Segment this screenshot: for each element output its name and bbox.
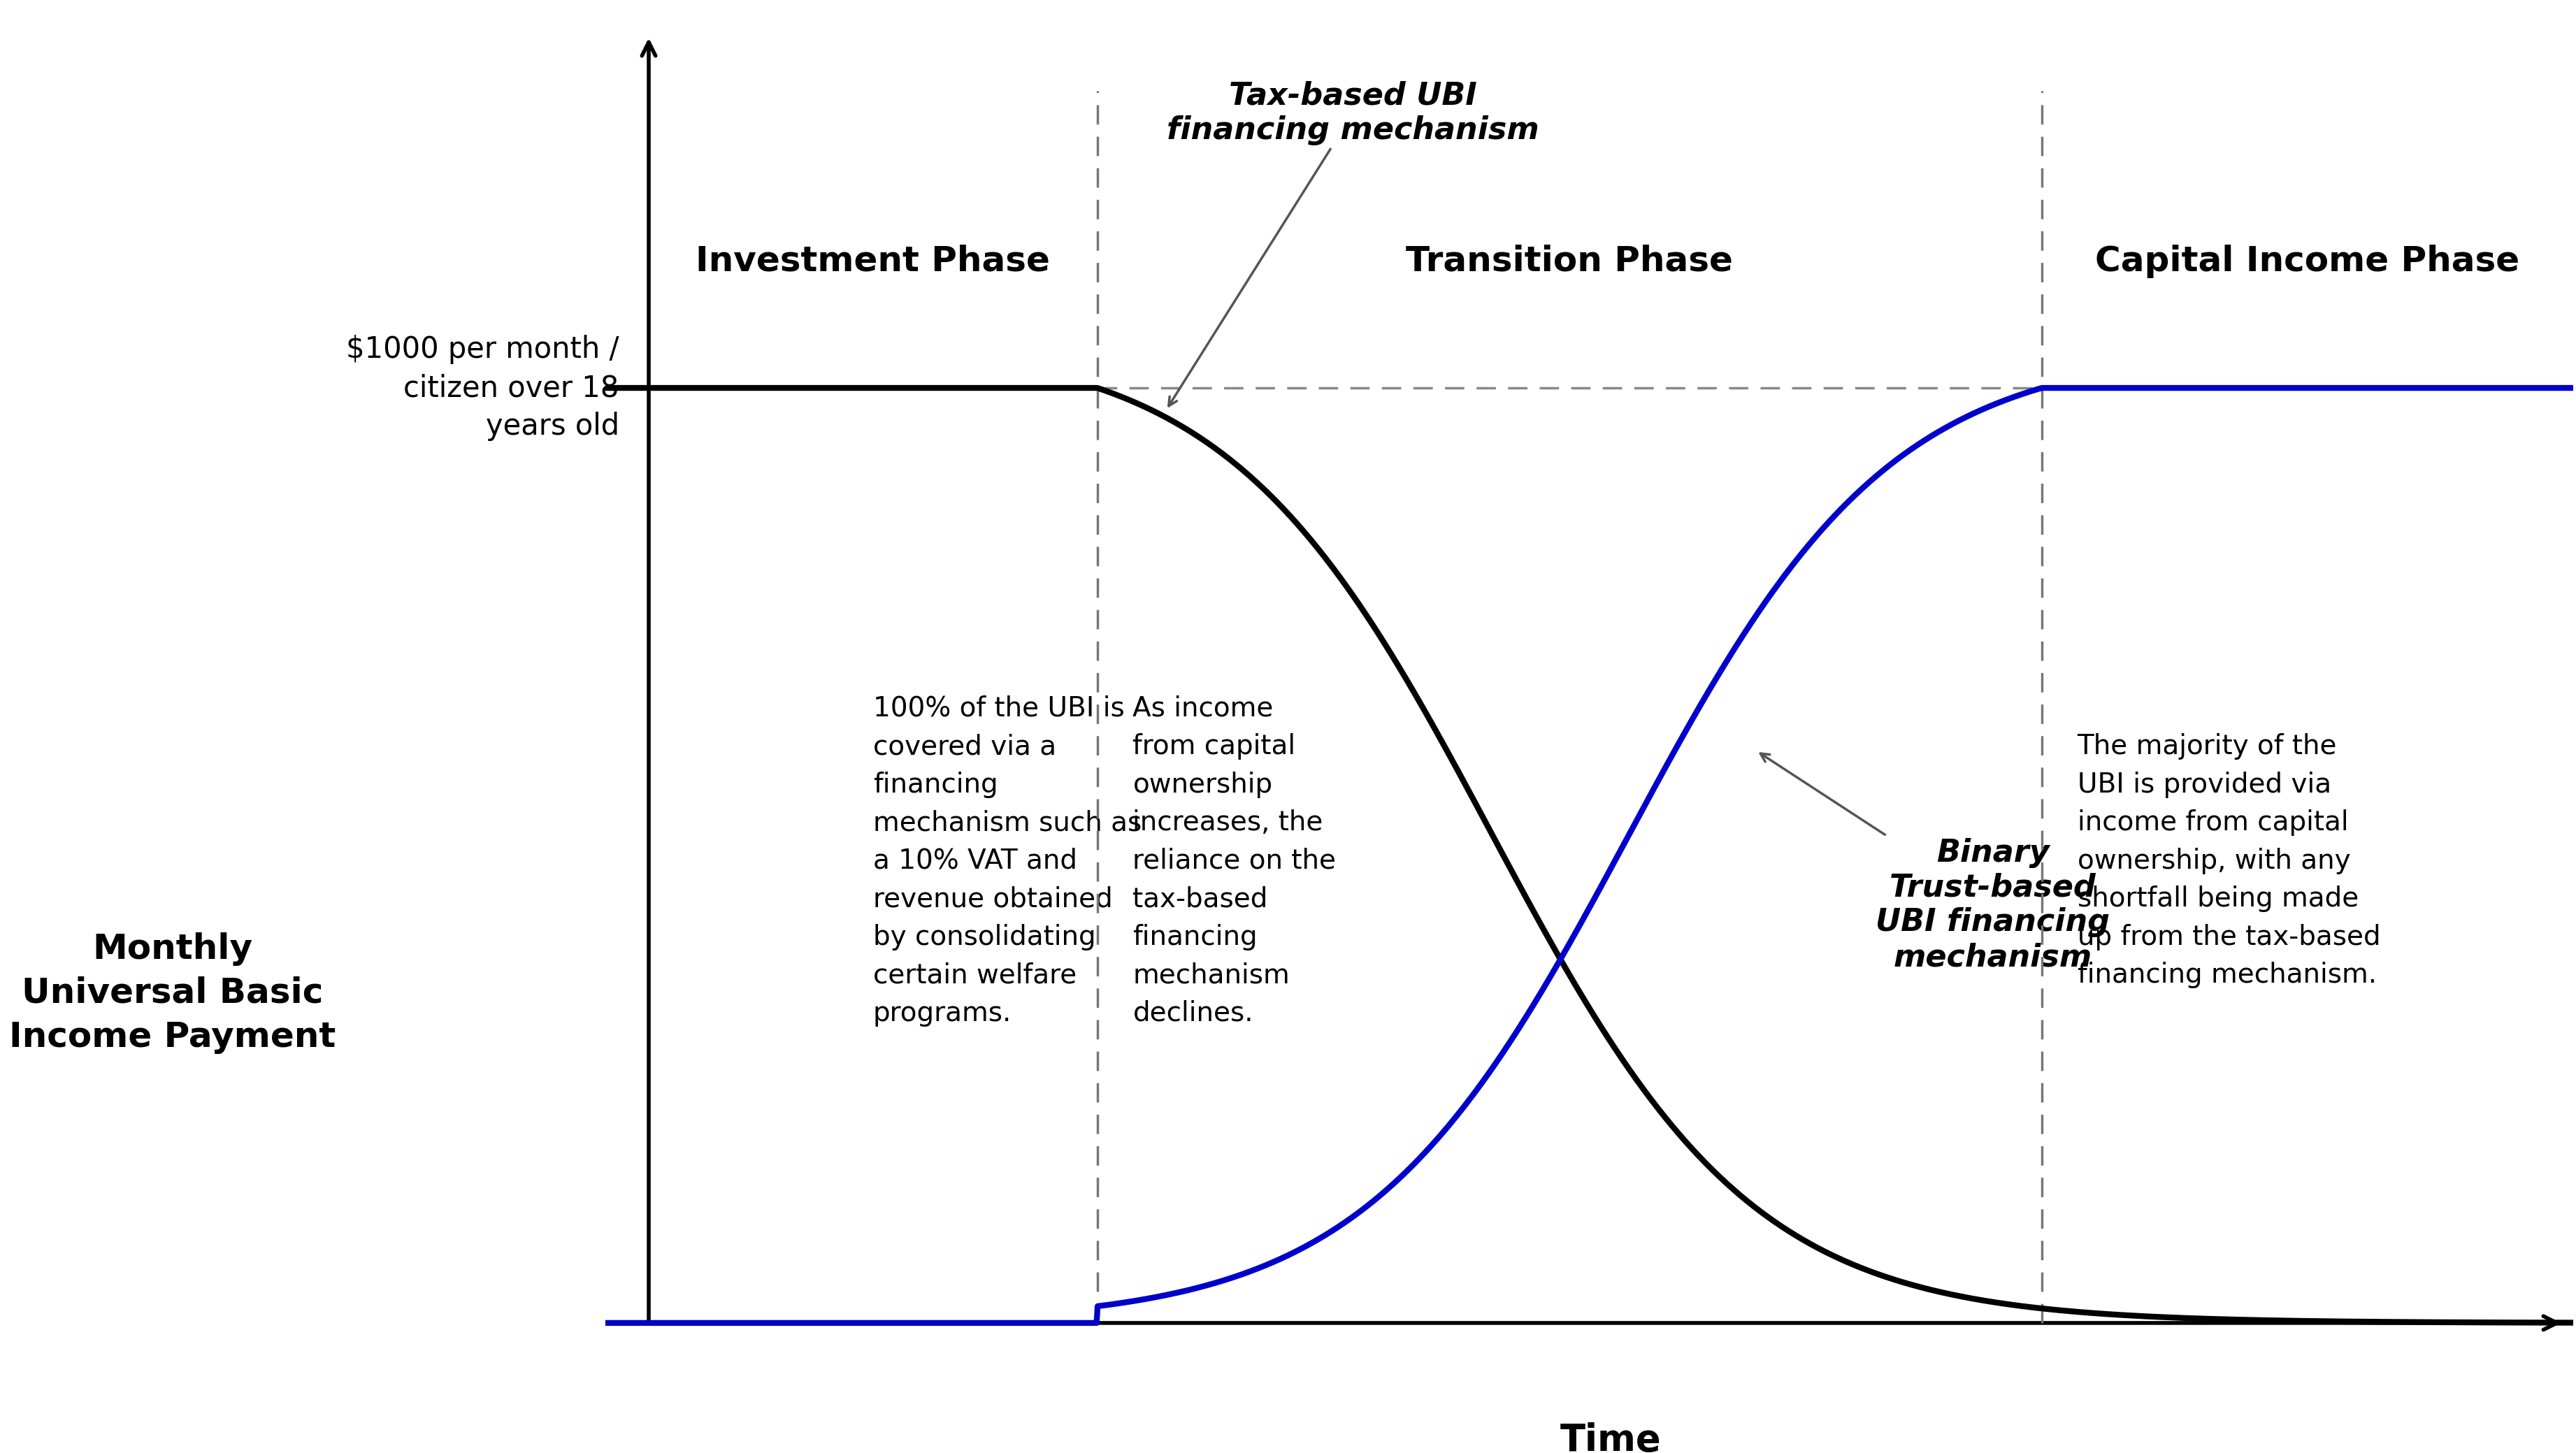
Text: Monthly
Universal Basic
Income Payment: Monthly Universal Basic Income Payment [10,931,335,1053]
Text: Capital Income Phase: Capital Income Phase [2094,244,2519,278]
Text: Binary
Trust-based
UBI financing
mechanism: Binary Trust-based UBI financing mechani… [1759,754,2110,972]
Text: Investment Phase: Investment Phase [696,244,1051,278]
Text: Transition Phase: Transition Phase [1406,244,1734,278]
Text: Time: Time [1561,1422,1662,1453]
Text: 100% of the UBI is
covered via a
financing
mechanism such as
a 10% VAT and
reven: 100% of the UBI is covered via a financi… [873,696,1141,1027]
Text: Tax-based UBI
financing mechanism: Tax-based UBI financing mechanism [1167,80,1540,405]
Text: $1000 per month /
citizen over 18
years old: $1000 per month / citizen over 18 years … [345,334,618,442]
Text: As income
from capital
ownership
increases, the
reliance on the
tax-based
financ: As income from capital ownership increas… [1133,696,1337,1027]
Text: The majority of the
UBI is provided via
income from capital
ownership, with any
: The majority of the UBI is provided via … [2076,734,2380,988]
